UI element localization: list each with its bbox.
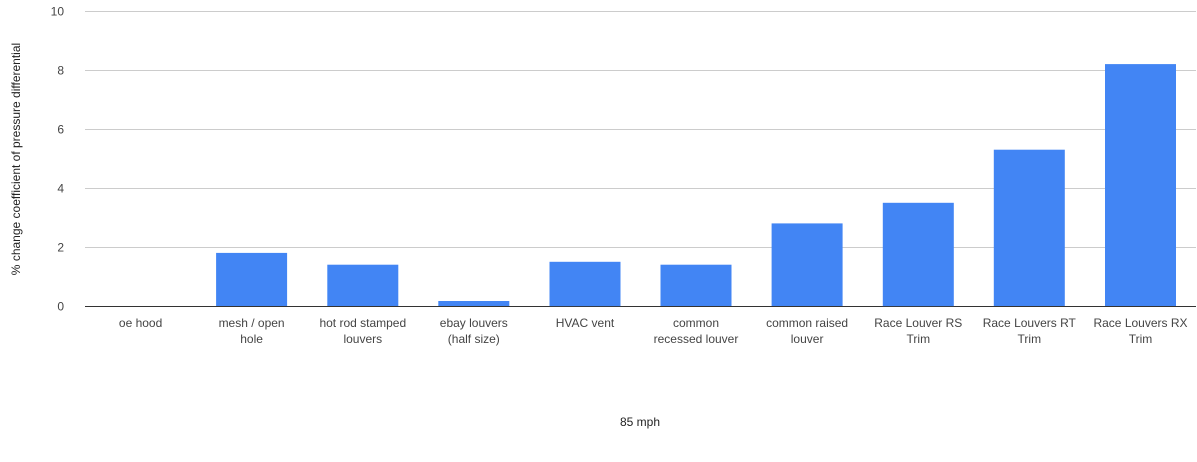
- bar: [216, 252, 288, 306]
- y-axis-ticks: 0 2 4 6 8 10: [51, 5, 65, 314]
- bar: [1105, 64, 1176, 306]
- y-tick-label: 0: [57, 300, 64, 314]
- y-tick-label: 8: [57, 64, 64, 78]
- x-category-label: ebay louvers (half size): [440, 316, 508, 346]
- x-category-label: oe hood: [119, 316, 162, 330]
- x-category-label: Race Louvers RX Trim: [1093, 316, 1187, 346]
- y-tick-label: 10: [51, 5, 65, 19]
- x-category-label: common raised louver: [766, 316, 848, 346]
- bar: [438, 301, 510, 306]
- bars: [216, 64, 1176, 307]
- x-category-label: HVAC vent: [556, 316, 615, 330]
- y-tick-label: 2: [57, 241, 64, 255]
- x-category-label: hot rod stamped louvers: [319, 316, 406, 346]
- x-category-label: Race Louvers RT Trim: [983, 316, 1077, 346]
- gridlines: [85, 11, 1196, 307]
- x-category-label: Race Louver RS Trim: [874, 316, 962, 346]
- bar: [549, 261, 621, 307]
- bar: [327, 264, 399, 306]
- x-category-label: mesh / open hole: [219, 316, 285, 346]
- y-axis-title: % change coefficient of pressure differe…: [9, 43, 23, 275]
- bar: [771, 223, 843, 306]
- x-axis-title: 85 mph: [620, 415, 660, 429]
- x-category-label: common recessed louver: [654, 316, 739, 346]
- bar: [660, 264, 732, 306]
- bar: [993, 149, 1065, 306]
- y-tick-label: 6: [57, 123, 64, 137]
- y-tick-label: 4: [57, 182, 64, 196]
- bar: [882, 202, 954, 307]
- x-axis-categories: oe hood mesh / open hole hot rod stamped lou…: [119, 316, 1188, 346]
